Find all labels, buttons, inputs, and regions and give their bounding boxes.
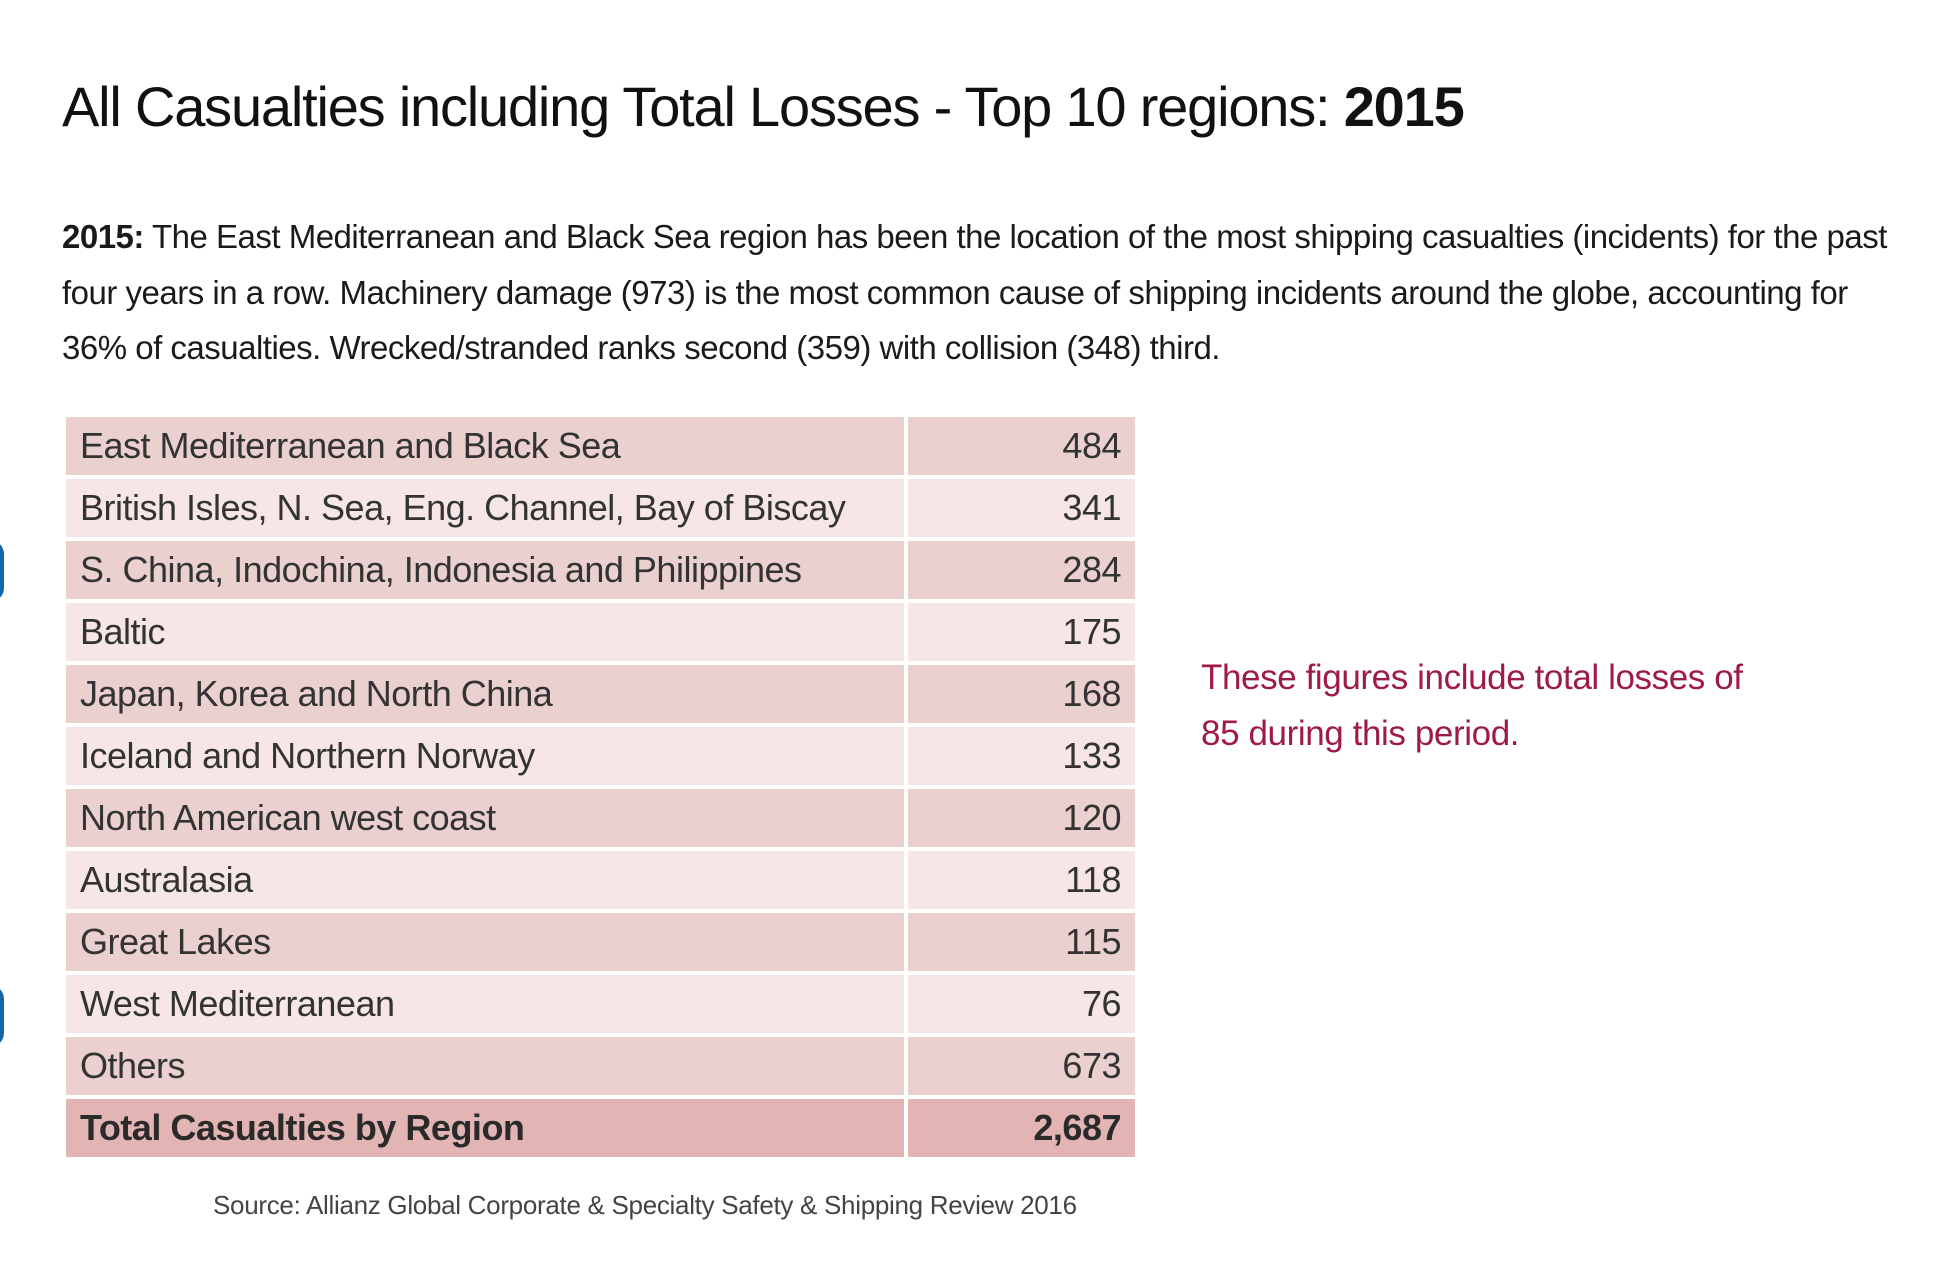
- casualty-count: 118: [908, 851, 1135, 909]
- casualty-count: 133: [908, 727, 1135, 785]
- table-row: Japan, Korea and North China 168: [66, 665, 1135, 723]
- intro-text: The East Mediterranean and Black Sea reg…: [62, 218, 1887, 366]
- casualty-count: 484: [908, 417, 1135, 475]
- region-name: Japan, Korea and North China: [66, 665, 904, 723]
- region-name: Great Lakes: [66, 913, 904, 971]
- table-row: Iceland and Northern Norway 133: [66, 727, 1135, 785]
- table-row: West Mediterranean 76: [66, 975, 1135, 1033]
- region-name: Others: [66, 1037, 904, 1095]
- table-row: S. China, Indochina, Indonesia and Phili…: [66, 541, 1135, 599]
- table-row: Australasia 118: [66, 851, 1135, 909]
- casualty-count: 120: [908, 789, 1135, 847]
- table-row: Others 673: [66, 1037, 1135, 1095]
- table-row: Great Lakes 115: [66, 913, 1135, 971]
- casualty-count: 115: [908, 913, 1135, 971]
- table-row: North American west coast 120: [66, 789, 1135, 847]
- casualties-table: East Mediterranean and Black Sea 484 Bri…: [66, 417, 1135, 1157]
- region-name: Baltic: [66, 603, 904, 661]
- region-name: East Mediterranean and Black Sea: [66, 417, 904, 475]
- total-label: Total Casualties by Region: [66, 1099, 904, 1157]
- region-name: Iceland and Northern Norway: [66, 727, 904, 785]
- casualty-count: 673: [908, 1037, 1135, 1095]
- casualty-count: 175: [908, 603, 1135, 661]
- region-name: Australasia: [66, 851, 904, 909]
- page-title-year: 2015: [1343, 75, 1465, 138]
- casualty-count: 284: [908, 541, 1135, 599]
- total-value: 2,687: [908, 1099, 1135, 1157]
- total-losses-note: These figures include total losses of 85…: [1201, 658, 1743, 753]
- region-name: S. China, Indochina, Indonesia and Phili…: [66, 541, 904, 599]
- table-row: Baltic 175: [66, 603, 1135, 661]
- table-row: East Mediterranean and Black Sea 484: [66, 417, 1135, 475]
- source-citation: Source: Allianz Global Corporate & Speci…: [213, 1190, 1077, 1220]
- region-name: West Mediterranean: [66, 975, 904, 1033]
- casualty-count: 341: [908, 479, 1135, 537]
- intro-lead: 2015:: [62, 218, 144, 255]
- casualty-count: 76: [908, 975, 1135, 1033]
- region-name: British Isles, N. Sea, Eng. Channel, Bay…: [66, 479, 904, 537]
- intro-paragraph: 2015: The East Mediterranean and Black S…: [62, 209, 1902, 376]
- page-title-text: All Casualties including Total Losses - …: [62, 75, 1344, 138]
- casualty-count: 168: [908, 665, 1135, 723]
- page-title: All Casualties including Total Losses - …: [62, 72, 1465, 142]
- table-total-row: Total Casualties by Region 2,687: [66, 1099, 1135, 1157]
- region-name: North American west coast: [66, 789, 904, 847]
- table-row: British Isles, N. Sea, Eng. Channel, Bay…: [66, 479, 1135, 537]
- decorative-blue-arc-lower: [0, 985, 4, 1047]
- decorative-blue-arc-upper: [0, 540, 4, 602]
